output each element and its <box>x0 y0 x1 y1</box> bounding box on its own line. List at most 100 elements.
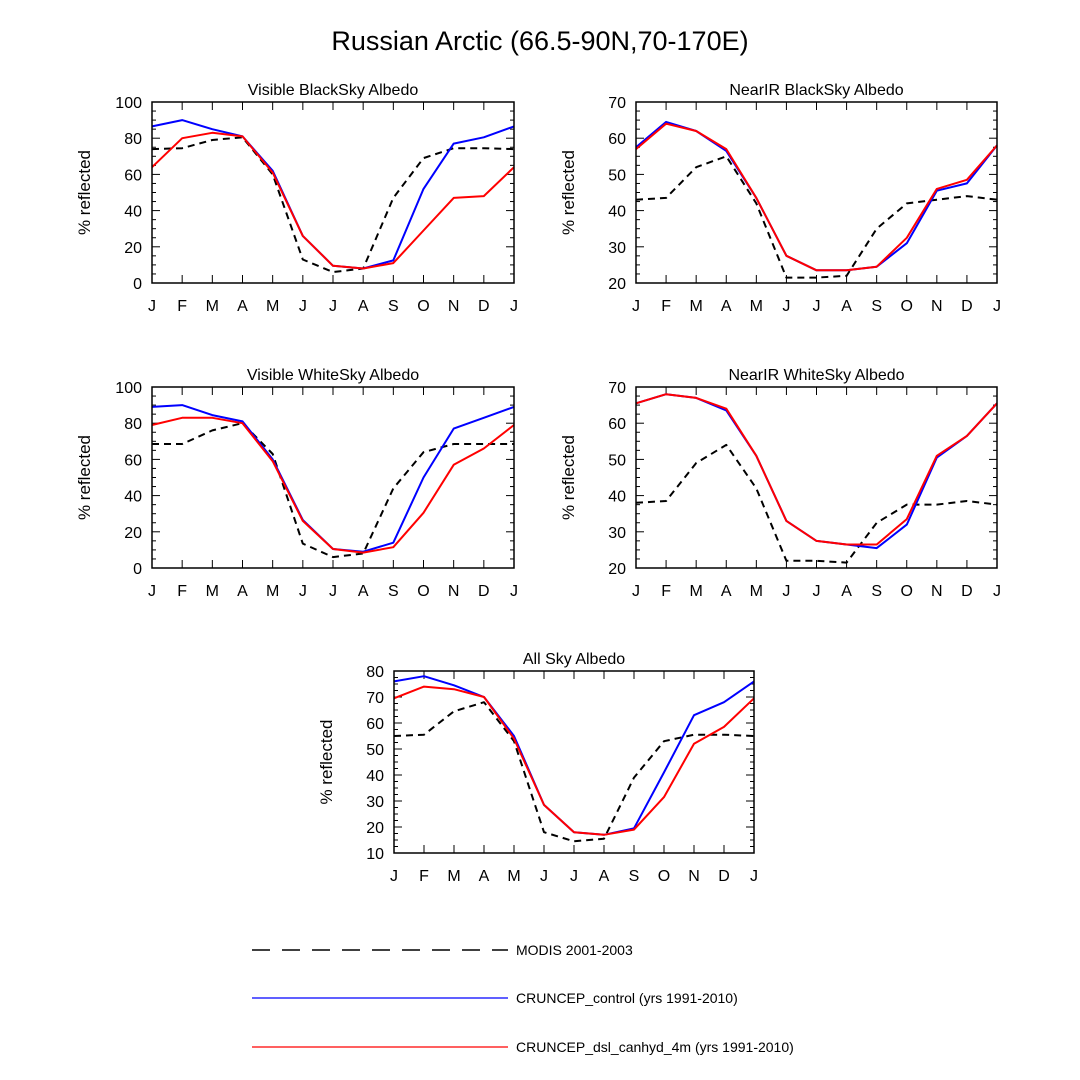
x-tick-label: S <box>388 583 399 600</box>
y-tick-label: 100 <box>115 95 142 112</box>
x-tick-label: D <box>478 298 490 315</box>
y-tick-label: 80 <box>124 131 142 148</box>
y-tick-label: 50 <box>608 452 626 469</box>
x-tick-label: A <box>599 868 610 885</box>
x-tick-label: F <box>661 583 671 600</box>
chart-panel: All Sky Albedo % reflected 10 20 30 40 50 60 70 8… <box>317 651 758 885</box>
series-line <box>635 393 998 550</box>
figure-title: Russian Arctic (66.5-90N,70-170E) <box>331 26 748 56</box>
y-tick-label: 20 <box>366 820 384 837</box>
y-tick-label: 40 <box>124 489 142 506</box>
x-tick-label: F <box>419 868 429 885</box>
x-tick-label: J <box>540 868 548 885</box>
x-tick-label: J <box>993 583 1001 600</box>
x-tick-label: F <box>661 298 671 315</box>
y-tick-label: 60 <box>608 131 626 148</box>
series-line <box>635 443 998 564</box>
x-tick-label: M <box>750 298 763 315</box>
series-line <box>393 701 755 843</box>
y-tick-label: 20 <box>124 240 142 257</box>
chart-panel: NearIR BlackSky Albedo % reflected 20 30 40 5… <box>559 82 1001 315</box>
legend-label: MODIS 2001-2003 <box>516 942 633 958</box>
x-tick-label: J <box>782 298 790 315</box>
y-tick-label: 40 <box>608 204 626 221</box>
series-line <box>152 422 514 559</box>
x-tick-label: D <box>961 298 973 315</box>
series-line <box>635 155 998 279</box>
y-tick-label: 40 <box>124 204 142 221</box>
panel-title: All Sky Albedo <box>523 651 625 668</box>
series-line <box>393 675 755 836</box>
x-tick-label: O <box>901 298 913 315</box>
x-tick-label: M <box>447 868 460 885</box>
y-tick-label: 60 <box>366 716 384 733</box>
x-tick-label: A <box>358 298 369 315</box>
y-tick-label: 30 <box>366 794 384 811</box>
series-line <box>151 404 515 553</box>
series-line <box>393 685 755 836</box>
x-tick-label: A <box>841 298 852 315</box>
x-tick-label: M <box>690 298 703 315</box>
y-tick-label: 30 <box>608 525 626 542</box>
y-tick-label: 100 <box>115 380 142 397</box>
plot-frame <box>151 101 515 284</box>
x-tick-label: A <box>841 583 852 600</box>
series-line <box>635 122 998 272</box>
x-tick-label: A <box>358 583 369 600</box>
series-line <box>635 393 998 546</box>
y-tick-label: 0 <box>133 561 142 578</box>
panel-title: NearIR WhiteSky Albedo <box>728 367 904 384</box>
legend-label: CRUNCEP_control (yrs 1991-2010) <box>516 990 738 1006</box>
y-tick-label: 30 <box>608 240 626 257</box>
x-tick-label: N <box>448 298 460 315</box>
x-tick-label: J <box>299 298 307 315</box>
x-tick-label: D <box>961 583 973 600</box>
y-tick-label: 50 <box>608 167 626 184</box>
x-tick-label: N <box>448 583 460 600</box>
x-tick-label: N <box>688 868 700 885</box>
plot-frame <box>151 386 515 569</box>
x-tick-label: J <box>632 298 640 315</box>
plot-frame <box>635 386 998 569</box>
x-tick-label: N <box>931 583 943 600</box>
x-tick-label: J <box>782 583 790 600</box>
panel-title: Visible WhiteSky Albedo <box>247 367 419 384</box>
x-tick-label: M <box>266 583 279 600</box>
x-tick-label: O <box>417 583 429 600</box>
y-tick-label: 80 <box>124 416 142 433</box>
y-tick-label: 70 <box>366 690 384 707</box>
plot-frame <box>635 101 998 284</box>
panel-title: Visible BlackSky Albedo <box>248 82 419 99</box>
x-tick-label: N <box>931 298 943 315</box>
x-tick-label: M <box>206 298 219 315</box>
panel-title: NearIR BlackSky Albedo <box>729 82 903 99</box>
x-tick-label: M <box>266 298 279 315</box>
y-tick-label: 70 <box>608 380 626 397</box>
x-tick-label: M <box>206 583 219 600</box>
y-tick-label: 20 <box>608 561 626 578</box>
y-tick-label: 20 <box>608 276 626 293</box>
x-tick-label: J <box>148 583 156 600</box>
y-tick-label: 10 <box>366 846 384 863</box>
legend: MODIS 2001-2003 CRUNCEP_control (yrs 1991… <box>252 942 794 1055</box>
x-tick-label: J <box>993 298 1001 315</box>
x-tick-label: J <box>632 583 640 600</box>
y-tick-label: 60 <box>124 452 142 469</box>
x-tick-label: J <box>813 298 821 315</box>
x-tick-label: J <box>329 583 337 600</box>
series-line <box>635 120 998 272</box>
x-tick-label: A <box>237 583 248 600</box>
x-tick-label: J <box>299 583 307 600</box>
series-line <box>151 416 515 554</box>
chart-panel: Visible WhiteSky Albedo % reflected 0 20 40 6… <box>75 367 518 600</box>
x-tick-label: S <box>871 583 882 600</box>
chart-panel: Visible BlackSky Albedo % reflected 0 20 40 6… <box>75 82 518 315</box>
y-axis-label: % reflected <box>559 150 578 235</box>
y-tick-label: 60 <box>608 416 626 433</box>
series-line <box>151 119 515 270</box>
series-line <box>151 136 515 274</box>
y-tick-label: 20 <box>124 525 142 542</box>
x-tick-label: J <box>148 298 156 315</box>
x-tick-label: M <box>750 583 763 600</box>
